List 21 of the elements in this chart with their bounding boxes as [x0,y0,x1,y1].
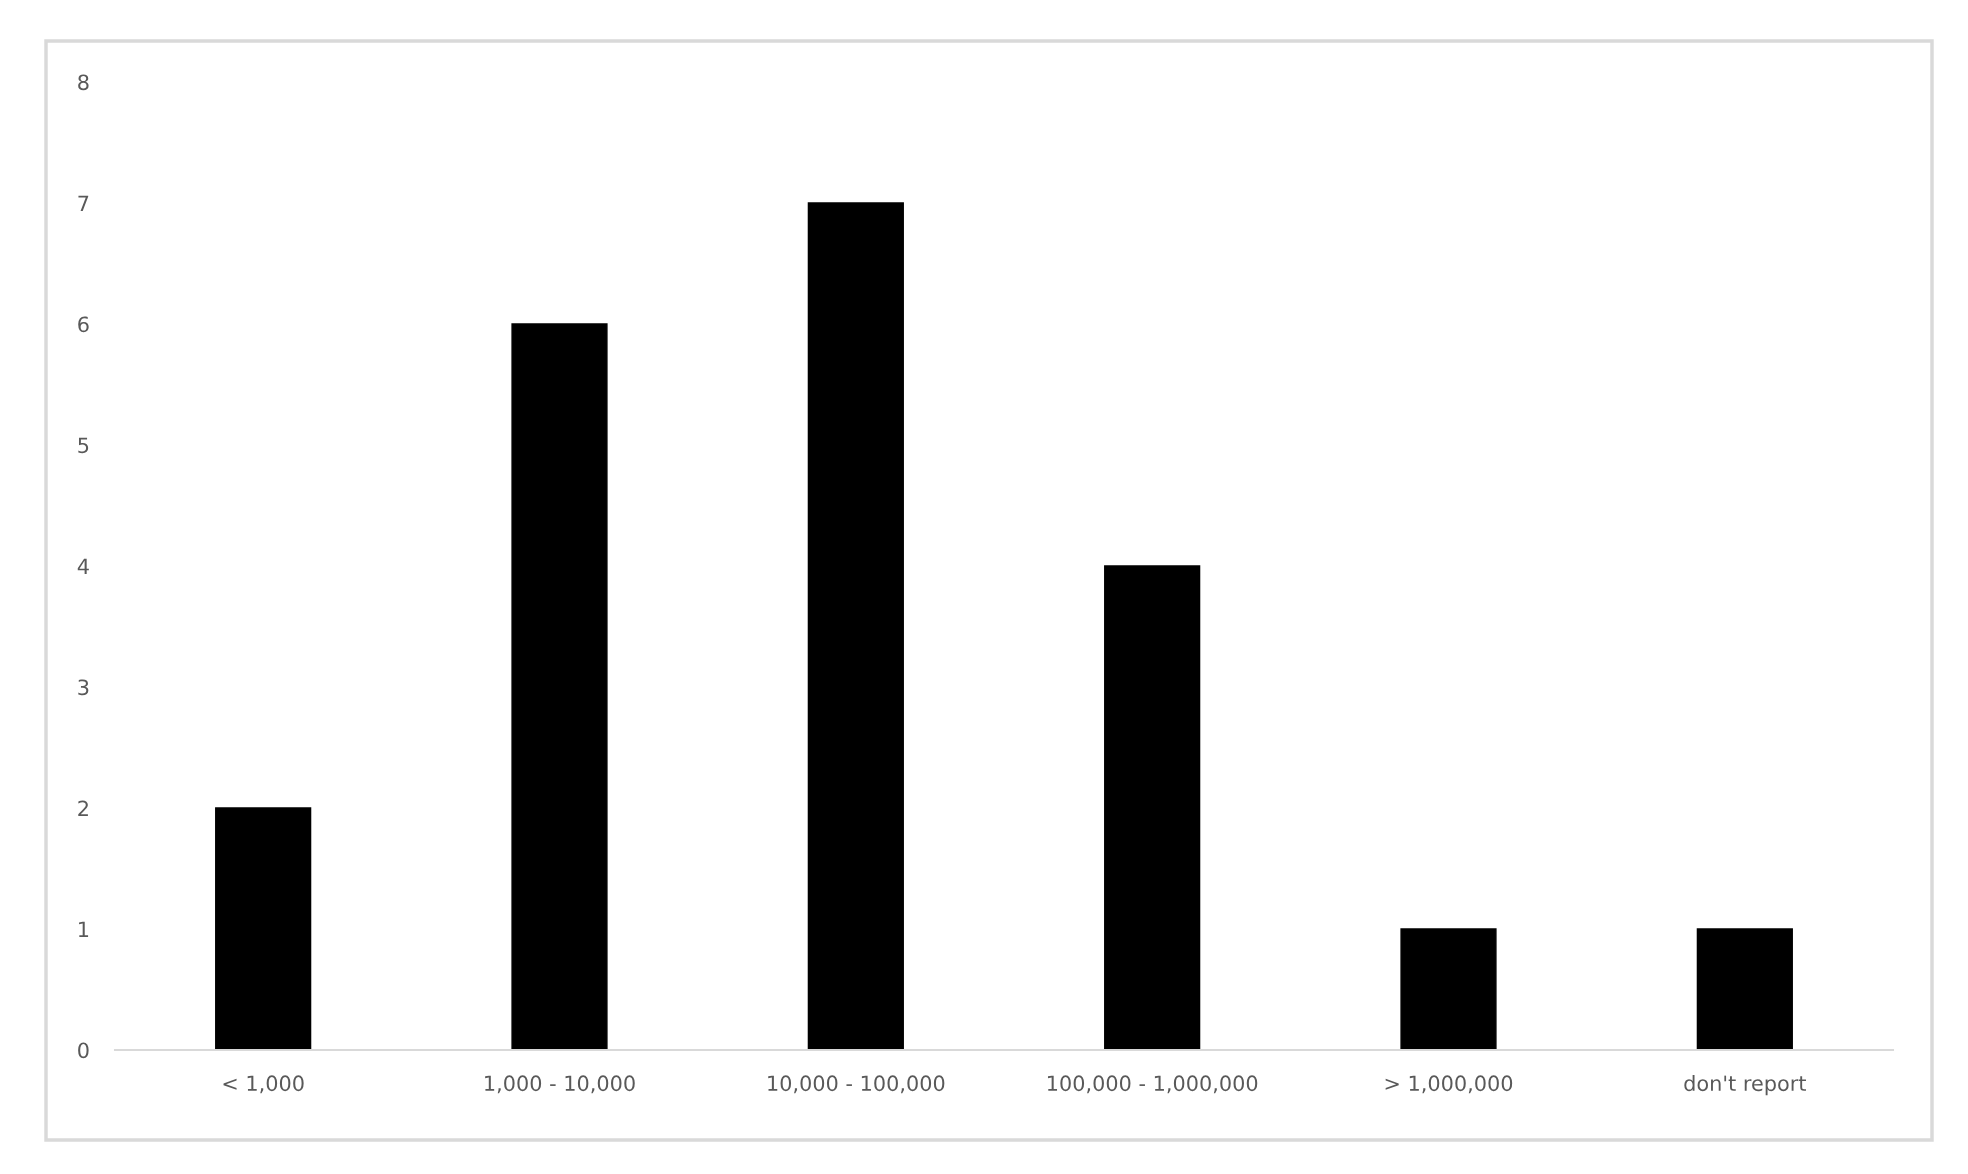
y-tick-label: 0 [78,1042,89,1059]
x-tick-label: 10,000 - 100,000 [768,1075,945,1094]
y-tick-label: 1 [79,921,89,937]
x-tick-label: 100,000 - 1,000,000 [1047,1075,1258,1094]
y-tick-label: 6 [78,316,89,333]
y-tick-label: 2 [78,800,88,816]
bar [1696,928,1793,1050]
bar [1104,565,1201,1050]
bar [807,202,904,1050]
y-tick-label: 8 [78,74,89,91]
bar [1400,928,1497,1050]
bar [215,807,312,1050]
y-tick-label: 5 [78,437,89,454]
x-tick-label: don't report [1684,1075,1806,1096]
x-tick-label: 1,000 - 10,000 [485,1075,635,1094]
x-tick-label: > 1,000,000 [1385,1075,1513,1094]
bar [511,323,608,1050]
y-tick-label: 4 [77,558,89,574]
y-tick-label: 7 [78,195,89,211]
x-tick-label: < 1,000 [223,1075,304,1094]
y-tick-label: 3 [78,679,89,696]
